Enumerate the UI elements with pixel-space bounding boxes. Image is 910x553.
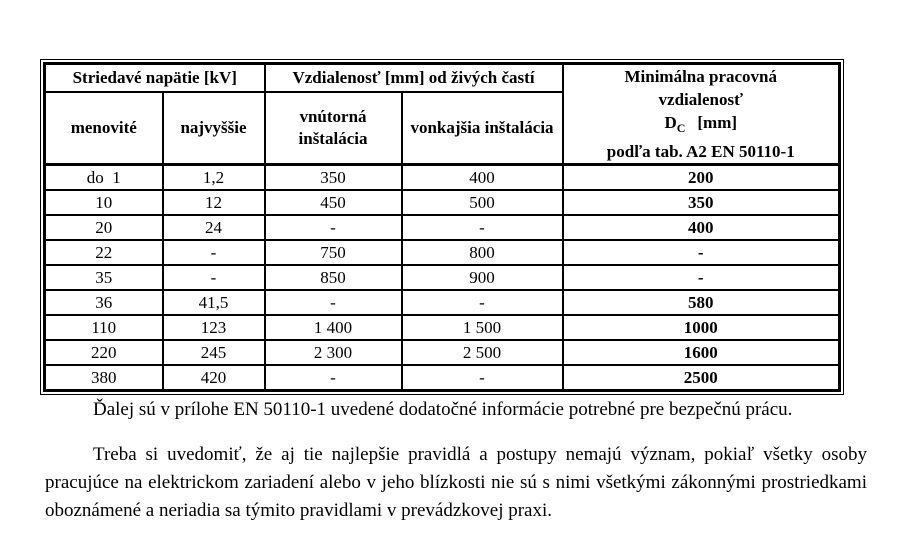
table-group-header-row: Striedavé napätie [kV] Vzdialenosť [mm] … [43, 62, 841, 166]
table-cell: 20 [43, 215, 164, 241]
table-cell: 400 [561, 214, 841, 241]
column-header-highest: najvyššie [161, 90, 266, 166]
table-cell: 245 [161, 339, 266, 366]
voltage-distance-comparison-table: Striedavé napätie [kV] Vzdialenosť [mm] … [40, 59, 844, 395]
table-cell: 36 [43, 290, 164, 316]
paragraph-note-1: Ďalej sú v prílohe EN 50110-1 uvedené do… [93, 399, 793, 420]
dc-subscript: C [676, 121, 686, 135]
table-cell: 750 [263, 239, 403, 266]
table-cell: do 1 [43, 163, 164, 191]
group-header-distance: Vzdialenosť [mm] od živých častí [263, 62, 564, 93]
table-row: 110 123 1 400 1 500 1000 [43, 314, 841, 341]
table-cell: 200 [561, 163, 841, 191]
table-cell: 1 500 [400, 314, 564, 341]
table-cell: 1600 [561, 339, 841, 366]
table-cell: 2500 [561, 364, 841, 392]
table-row: 380 420 - - 2500 [43, 364, 841, 392]
table-cell: 10 [43, 190, 164, 216]
table-cell: 2 500 [400, 339, 564, 366]
table-row: do 1 1,2 350 400 200 [43, 163, 841, 191]
table-cell: - [263, 289, 403, 316]
table-cell: 1 400 [263, 314, 403, 341]
table-row: 10 12 450 500 350 [43, 189, 841, 216]
table-cell: 380 [43, 365, 164, 392]
paragraph-note-2: Treba si uvedomiť, že aj tie najlepšie p… [45, 444, 867, 521]
column-header-outdoor: vonkajšia inštalácia [400, 90, 564, 166]
table-cell: 580 [561, 289, 841, 316]
dc-symbol: D [664, 113, 677, 132]
comparison-table: Striedavé napätie [kV] Vzdialenosť [mm] … [43, 62, 841, 392]
table-cell: - [400, 214, 564, 241]
table-cell: 123 [161, 314, 266, 341]
table-subheader-row: menovité najvyššie vnútorná inštalácia v… [43, 90, 840, 166]
table-row: 20 24 - - 400 [43, 214, 841, 241]
table-cell: 2 300 [263, 339, 403, 366]
table-cell: 850 [263, 264, 403, 291]
min-header-line-1: Minimálna pracovná [624, 67, 778, 86]
table-cell: 41,5 [161, 289, 266, 316]
table-cell: 1,2 [161, 163, 266, 191]
table-cell: 450 [263, 189, 403, 216]
table-cell: - [400, 364, 564, 392]
column-header-nominal: menovité [43, 90, 164, 166]
table-cell: 35 [43, 265, 164, 291]
table-cell: 1000 [561, 314, 841, 341]
min-header-line-2: vzdialenosť [658, 90, 743, 109]
table-cell: - [561, 239, 841, 266]
table-row: 36 41,5 - - 580 [43, 289, 841, 316]
table-cell: 24 [161, 214, 266, 241]
table-cell: - [400, 289, 564, 316]
table-cell: 12 [161, 189, 266, 216]
column-header-indoor: vnútorná inštalácia [263, 90, 403, 166]
min-header-dc-line: DC [mm] [566, 111, 837, 140]
table-cell: 500 [400, 189, 564, 216]
table-cell: - [263, 364, 403, 392]
dc-unit: [mm] [697, 113, 738, 132]
table-cell: 22 [43, 240, 164, 266]
table-cell: - [561, 264, 841, 291]
table-cell: 110 [43, 315, 164, 341]
table-cell: 350 [561, 189, 841, 216]
table-cell: 350 [263, 163, 403, 191]
table-cell: 420 [161, 364, 266, 392]
table-cell: - [161, 264, 266, 291]
table-row: 22 - 750 800 - [43, 239, 841, 266]
table-cell: 800 [400, 239, 564, 266]
table-cell: - [263, 214, 403, 241]
table-cell: 220 [43, 340, 164, 366]
table-cell: 900 [400, 264, 564, 291]
min-header-line-4: podľa tab. A2 EN 50110-1 [606, 142, 795, 161]
group-header-voltage: Striedavé napätie [kV] [43, 62, 266, 93]
table-cell: 400 [400, 163, 564, 191]
table-cell: - [161, 239, 266, 266]
table-row: 220 245 2 300 2 500 1600 [43, 339, 841, 366]
column-header-min-working-distance: Minimálna pracovná vzdialenosť DC [mm] po… [561, 62, 841, 166]
table-row: 35 - 850 900 - [43, 264, 841, 291]
